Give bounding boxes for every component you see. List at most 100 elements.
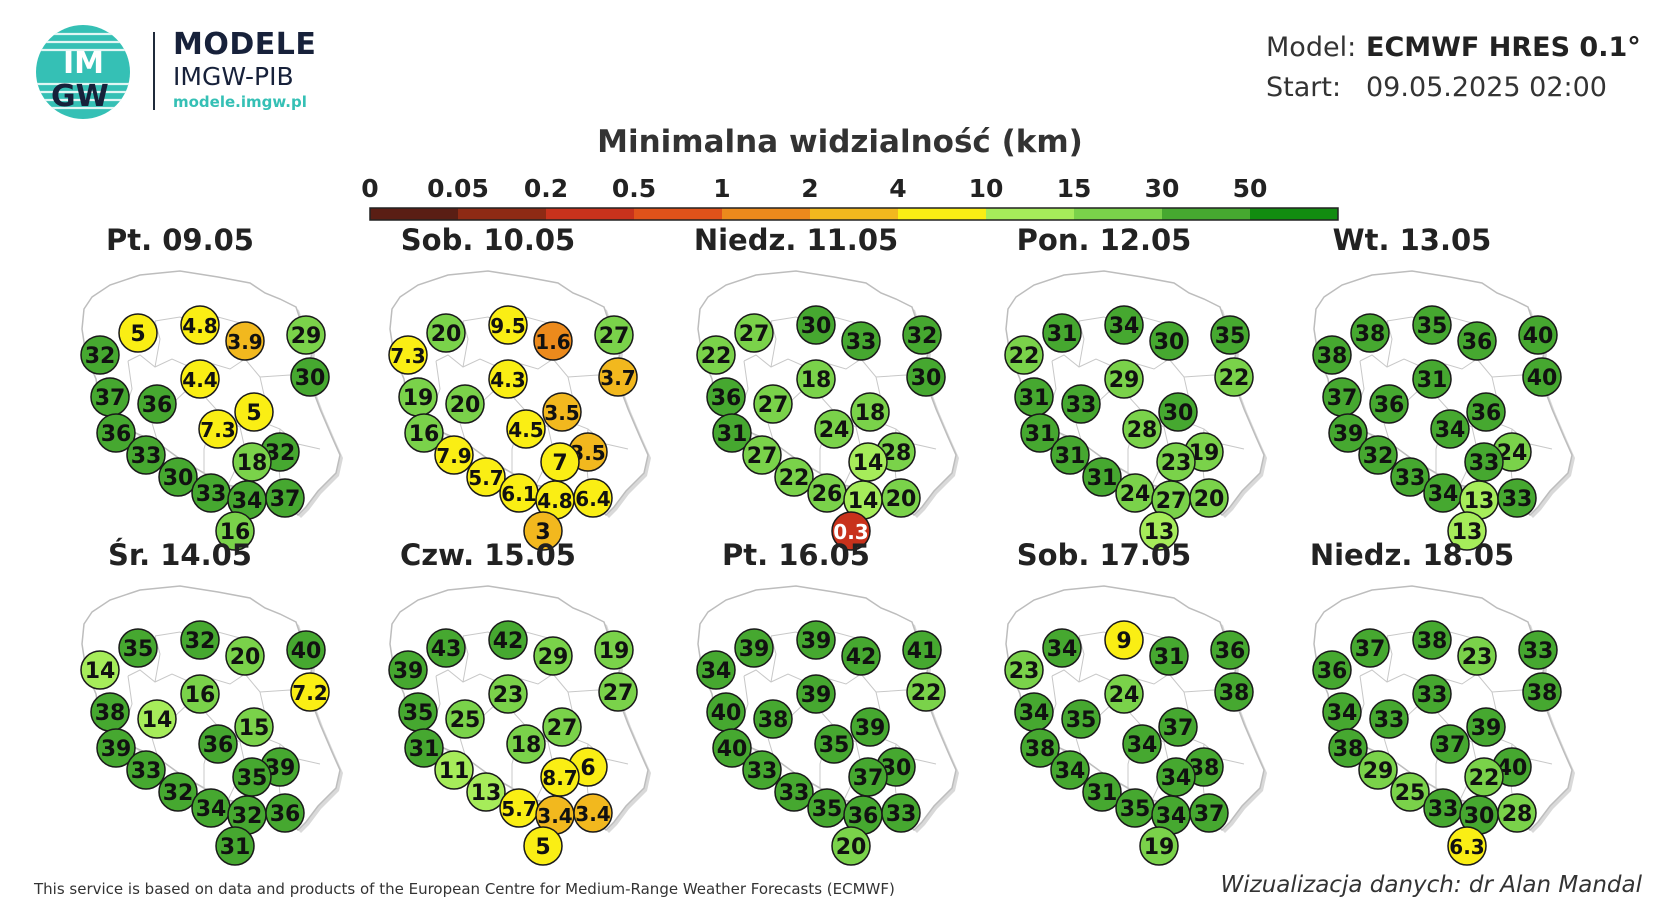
legend-segment [722, 208, 810, 220]
marker-circle [774, 457, 814, 497]
marker-circle [831, 511, 871, 551]
visibility-marker: 22 [1214, 357, 1254, 397]
marker-circle [1466, 707, 1506, 747]
marker-value: 36 [1317, 659, 1348, 684]
marker-circle [488, 620, 528, 660]
marker-value: 39 [855, 716, 886, 741]
marker-circle [1149, 321, 1189, 361]
marker-circle [158, 457, 198, 497]
visibility-marker: 7.3 [388, 335, 428, 375]
marker-value: 18 [237, 451, 268, 476]
marker-value: 32 [907, 324, 938, 349]
marker-value: 3.4 [575, 802, 610, 826]
visibility-marker: 35 [814, 724, 854, 764]
marker-value: 22 [911, 681, 942, 706]
marker-value: 34 [1109, 314, 1140, 339]
visibility-marker: 33 [841, 321, 881, 361]
marker-circle [881, 793, 921, 833]
marker-value: 20 [1194, 487, 1225, 512]
visibility-marker: 28 [1497, 793, 1537, 833]
visibility-marker: 32 [902, 315, 942, 355]
marker-circle [234, 707, 274, 747]
marker-value: 34 [1435, 418, 1466, 443]
marker-value: 32 [1363, 444, 1394, 469]
marker-value: 19 [599, 639, 630, 664]
visibility-marker: 19 [594, 630, 634, 670]
visibility-marker: 30 [1149, 321, 1189, 361]
visibility-marker: 34 [1122, 724, 1162, 764]
visibility-marker: 14 [843, 480, 883, 520]
marker-value: 9.5 [490, 314, 525, 338]
marker-circle [1214, 357, 1254, 397]
marker-value: 33 [1469, 451, 1500, 476]
visibility-marker: 34 [1322, 692, 1362, 732]
visibility-marker: 27 [742, 435, 782, 475]
visibility-marker: 31 [1020, 413, 1060, 453]
marker-value: 33 [1417, 683, 1448, 708]
visibility-marker: 36 [198, 724, 238, 764]
visibility-marker: 33 [1518, 630, 1558, 670]
day-title: Pt. 09.05 [106, 223, 254, 257]
visibility-marker: 30 [290, 357, 330, 397]
visibility-marker: 16 [180, 674, 220, 714]
marker-value: 31 [717, 422, 748, 447]
marker-circle [774, 772, 814, 812]
visibility-marker: 5 [234, 392, 274, 432]
marker-value: 4.5 [508, 418, 543, 442]
marker-value: 33 [131, 444, 162, 469]
marker-circle [445, 384, 485, 424]
marker-value: 24 [1120, 482, 1151, 507]
marker-value: 37 [1194, 802, 1225, 827]
marker-value: 14 [848, 489, 879, 514]
marker-circle [404, 413, 444, 453]
visibility-marker: 33 [126, 435, 166, 475]
brand-url-link[interactable]: modele.imgw.pl [173, 93, 307, 111]
visibility-marker: 18 [232, 442, 272, 482]
marker-circle [1042, 313, 1082, 353]
visibility-marker: 35 [1061, 699, 1101, 739]
marker-circle [734, 313, 774, 353]
legend-segment [370, 208, 458, 220]
marker-circle [290, 672, 330, 712]
marker-value: 35 [403, 701, 434, 726]
visibility-marker: 18 [796, 359, 836, 399]
marker-value: 6.3 [1449, 835, 1484, 859]
marker-value: 38 [95, 701, 126, 726]
visibility-marker: 33 [1412, 674, 1452, 714]
visibility-marker: 36 [706, 377, 746, 417]
marker-value: 34 [701, 659, 732, 684]
visibility-marker: 32 [180, 620, 220, 660]
marker-value: 42 [493, 629, 524, 654]
visibility-marker: 33 [126, 750, 166, 790]
marker-value: 33 [1395, 466, 1426, 491]
region-border [743, 354, 862, 370]
marker-value: 14 [142, 708, 173, 733]
marker-value: 29 [1109, 368, 1140, 393]
marker-value: 40 [291, 639, 322, 664]
marker-value: 36 [1462, 330, 1493, 355]
region-border [127, 669, 246, 685]
visibility-marker: 31 [1082, 772, 1122, 812]
model-row: Model: ECMWF HRES 0.1° [1266, 32, 1641, 63]
marker-value: 34 [1055, 759, 1086, 784]
legend-tick-label: 15 [1057, 174, 1092, 203]
marker-value: 13 [471, 781, 502, 806]
visibility-marker: 7.3 [198, 409, 238, 449]
visibility-marker: 40 [706, 692, 746, 732]
marker-circle [180, 674, 220, 714]
visibility-marker: 11 [434, 750, 474, 790]
region-border [1359, 354, 1478, 370]
marker-circle [1210, 630, 1250, 670]
marker-value: 19 [1144, 835, 1175, 860]
visibility-marker: 6.3 [1447, 826, 1487, 866]
visibility-marker: 36 [1369, 384, 1409, 424]
marker-circle [1312, 650, 1352, 690]
legend-tick-label: 0.05 [427, 174, 489, 203]
visibility-marker: 14 [80, 650, 120, 690]
marker-value: 6.1 [501, 482, 536, 506]
marker-circle [796, 359, 836, 399]
marker-value: 36 [203, 733, 234, 758]
